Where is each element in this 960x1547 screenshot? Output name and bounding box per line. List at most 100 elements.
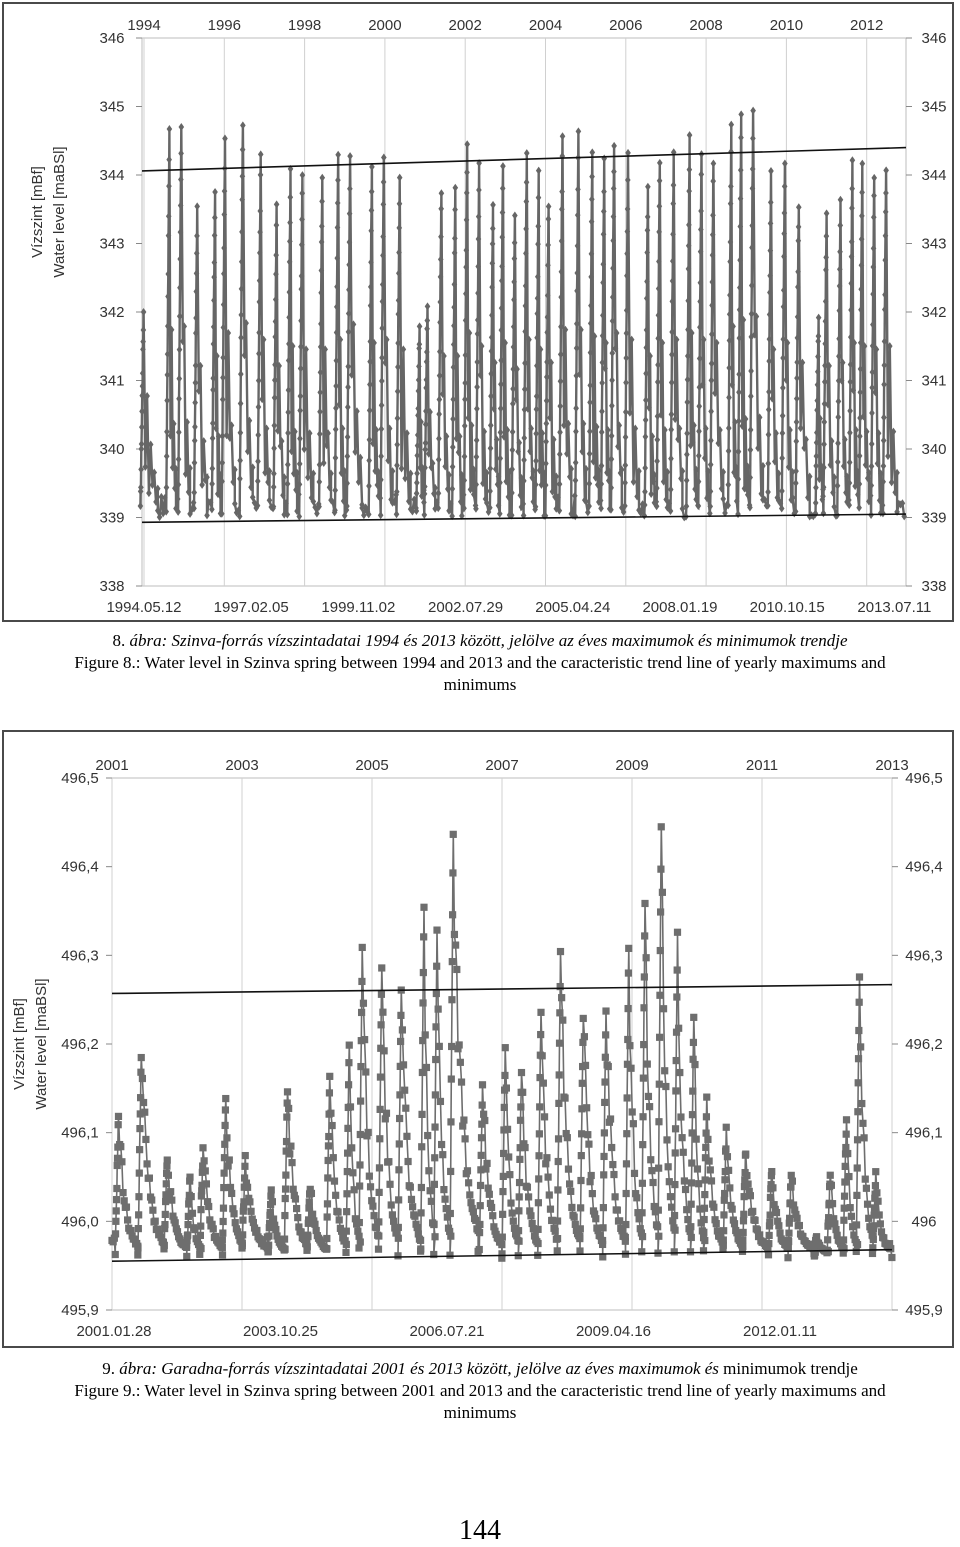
data-point xyxy=(638,1248,646,1256)
data-point xyxy=(615,442,621,451)
data-point xyxy=(219,432,226,441)
data-point xyxy=(495,501,502,510)
data-point xyxy=(413,1223,421,1232)
data-point xyxy=(501,432,507,441)
data-point xyxy=(443,1213,451,1221)
data-point xyxy=(621,1237,629,1245)
data-point xyxy=(464,168,470,177)
data-point xyxy=(815,352,821,361)
data-point xyxy=(564,449,570,458)
data-point xyxy=(623,306,630,315)
data-point xyxy=(501,1044,509,1052)
data-point xyxy=(725,1166,733,1174)
data-point xyxy=(369,1202,377,1210)
data-point xyxy=(168,1196,176,1204)
data-point xyxy=(599,331,606,340)
data-point xyxy=(564,1165,573,1173)
data-point xyxy=(739,422,746,431)
data-point xyxy=(411,1212,419,1220)
data-point xyxy=(147,440,154,449)
y-tick-label-left: 496,2 xyxy=(61,1036,99,1053)
data-point xyxy=(601,1098,609,1107)
data-point xyxy=(765,501,771,510)
data-point xyxy=(162,1180,170,1188)
data-point xyxy=(707,487,714,496)
data-point xyxy=(500,1103,508,1111)
data-point xyxy=(345,1041,353,1049)
data-point xyxy=(598,428,605,437)
data-point xyxy=(817,414,823,423)
y-tick-label-right: 496 xyxy=(911,1213,936,1230)
data-point xyxy=(509,1217,517,1225)
data-point xyxy=(556,480,563,489)
data-point xyxy=(140,308,147,317)
data-point xyxy=(713,1227,722,1235)
data-point xyxy=(534,1225,542,1233)
data-point xyxy=(270,483,277,492)
data-point xyxy=(523,224,529,233)
data-point xyxy=(535,1130,543,1138)
data-point xyxy=(566,1180,574,1188)
data-point xyxy=(517,491,524,500)
data-point xyxy=(749,1207,757,1215)
data-point xyxy=(629,1120,637,1128)
data-point xyxy=(461,421,468,430)
data-point xyxy=(323,1234,331,1243)
data-point xyxy=(594,480,601,489)
data-point xyxy=(534,1239,542,1248)
data-point xyxy=(600,1152,608,1161)
data-point xyxy=(847,360,854,369)
data-point xyxy=(380,200,387,209)
data-point xyxy=(356,1238,364,1246)
data-point xyxy=(345,327,352,336)
data-point xyxy=(686,187,692,196)
data-point xyxy=(814,406,820,415)
data-point xyxy=(381,153,387,162)
data-point xyxy=(328,469,334,478)
data-point xyxy=(856,503,862,512)
data-point xyxy=(869,408,875,417)
data-point xyxy=(709,251,716,260)
data-point xyxy=(289,342,296,351)
data-point xyxy=(859,211,865,220)
data-point xyxy=(686,1227,694,1235)
data-point xyxy=(584,1131,592,1139)
data-point xyxy=(495,472,502,481)
data-point xyxy=(375,1232,383,1240)
data-point xyxy=(199,1144,207,1152)
data-point xyxy=(296,459,303,468)
data-point xyxy=(799,358,806,367)
data-point xyxy=(417,1183,425,1192)
data-point xyxy=(434,498,440,507)
data-point xyxy=(256,276,263,285)
data-point xyxy=(646,403,652,412)
data-point xyxy=(255,376,262,385)
data-point xyxy=(367,380,373,389)
data-point xyxy=(655,1164,663,1172)
data-point xyxy=(599,358,606,367)
data-point xyxy=(806,472,813,481)
data-point xyxy=(190,498,197,507)
data-point xyxy=(544,373,550,382)
data-point xyxy=(402,474,408,483)
data-point xyxy=(748,392,754,401)
y-tick-label-left: 346 xyxy=(99,30,124,47)
data-point xyxy=(305,1198,313,1206)
data-point xyxy=(286,313,292,322)
data-point xyxy=(701,1190,709,1199)
y-axis-label-hu: Vízszint [mBf] xyxy=(29,166,46,258)
data-point xyxy=(651,470,658,479)
data-point xyxy=(525,404,531,413)
data-point xyxy=(648,490,654,499)
data-point xyxy=(587,319,594,328)
data-point xyxy=(140,337,146,346)
data-point xyxy=(558,267,565,276)
data-point xyxy=(326,483,333,492)
data-point xyxy=(611,141,617,150)
data-point xyxy=(362,1068,370,1076)
data-point xyxy=(534,333,540,342)
data-point xyxy=(842,435,848,444)
data-point xyxy=(662,426,668,435)
data-point xyxy=(506,467,513,476)
